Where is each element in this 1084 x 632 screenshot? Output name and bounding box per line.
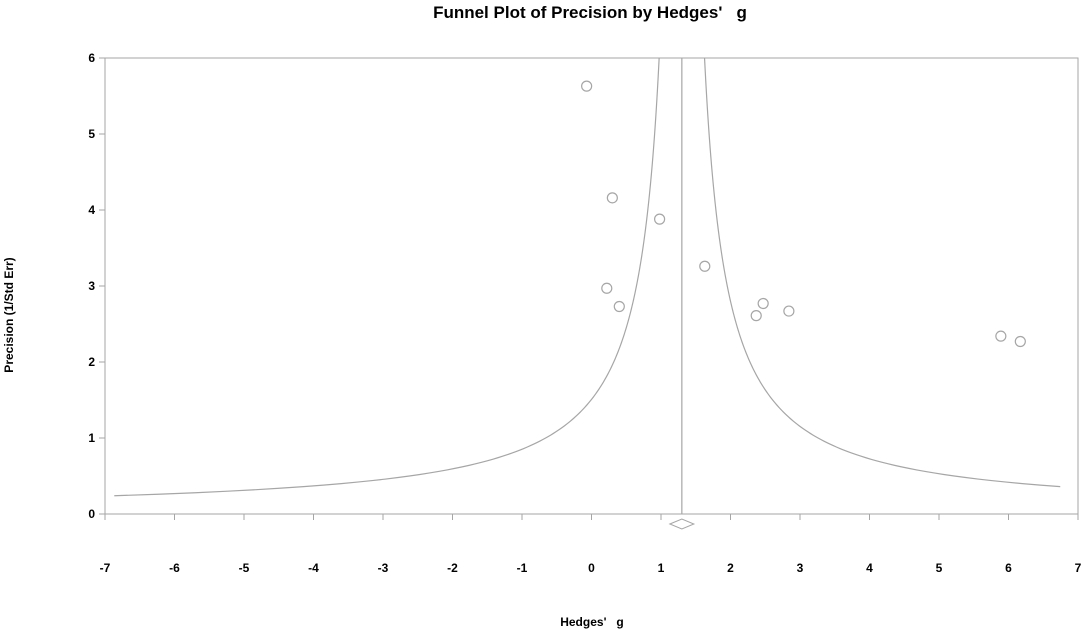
chart-title: Funnel Plot of Precision by Hedges' g — [433, 3, 747, 22]
x-tick-label: 2 — [727, 561, 734, 575]
x-tick-label: -3 — [378, 561, 389, 575]
y-tick-label: 4 — [88, 203, 95, 217]
x-tick-label: -1 — [517, 561, 528, 575]
x-tick-label: 1 — [658, 561, 665, 575]
study-point — [601, 282, 613, 294]
funnel-right-boundary — [703, 57, 1061, 488]
x-tick-label: 0 — [588, 561, 595, 575]
plot-frame — [104, 57, 1079, 515]
x-tick-label: -2 — [447, 561, 458, 575]
y-tick-label: 3 — [88, 279, 95, 293]
y-tick-label: 0 — [88, 507, 95, 521]
study-point — [699, 260, 711, 272]
study-point — [783, 305, 795, 317]
study-point — [757, 297, 769, 310]
study-point — [613, 300, 625, 313]
study-point — [606, 192, 618, 204]
x-tick-label: 7 — [1075, 561, 1082, 575]
study-point — [1014, 335, 1026, 348]
x-tick-label: -7 — [100, 561, 111, 575]
study-point — [581, 80, 593, 92]
x-tick-label: -6 — [169, 561, 180, 575]
x-tick-label: 5 — [936, 561, 943, 575]
study-point — [654, 213, 666, 225]
y-tick-label: 6 — [88, 51, 95, 65]
pooled-estimate-diamond — [668, 518, 696, 530]
x-tick-label: -5 — [239, 561, 250, 575]
y-tick-label: 5 — [88, 127, 95, 141]
y-tick-label: 2 — [88, 355, 95, 369]
x-tick-label: -4 — [308, 561, 319, 575]
plot-area: -7 -6 -5 -4 -3 -2 -1 0 1 2 3 4 5 6 7 0 1 2 3 4 5 6 — [88, 51, 1081, 575]
x-tick-label: 3 — [797, 561, 804, 575]
x-tick-label: 4 — [866, 561, 873, 575]
study-point — [995, 330, 1007, 342]
y-tick-label: 1 — [88, 431, 95, 445]
funnel-left-boundary — [114, 57, 660, 497]
y-axis-title: Precision (1/Std Err) — [2, 257, 16, 372]
x-axis-title: Hedges' g — [560, 615, 624, 629]
x-tick-label: 6 — [1005, 561, 1012, 575]
study-point — [750, 310, 762, 322]
